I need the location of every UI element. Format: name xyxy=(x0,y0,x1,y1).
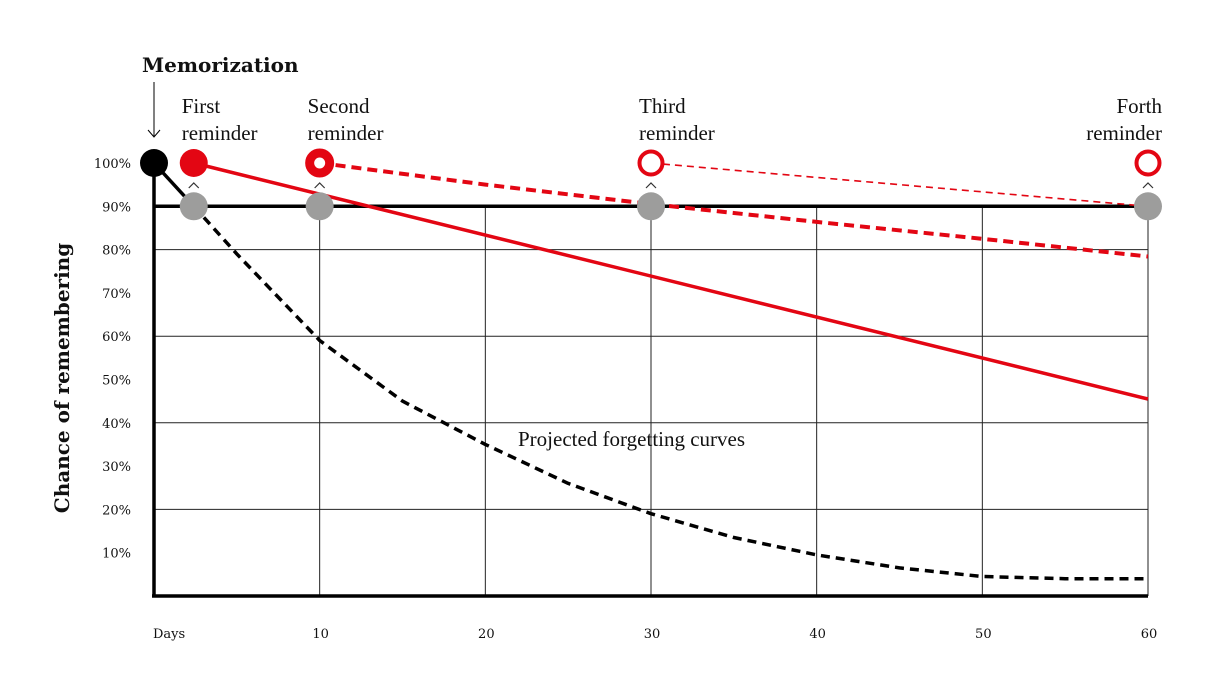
memorization-label: Memorization xyxy=(142,53,299,77)
x-tick-label: 60 xyxy=(1141,627,1158,642)
x-tick-label: 50 xyxy=(975,627,992,642)
reminder-baseline-point xyxy=(637,192,665,221)
x-tick-label: 30 xyxy=(644,627,661,642)
reminder-baseline-point xyxy=(179,192,208,221)
reminder-point xyxy=(637,149,665,177)
y-tick-label: 50% xyxy=(102,374,131,389)
series-line-thin-dashed-red xyxy=(650,162,1149,208)
series-line-dashed-black xyxy=(192,205,1148,581)
reminder-baseline-point xyxy=(305,192,334,221)
reminder-label: First xyxy=(182,94,221,118)
reminder-point xyxy=(1134,149,1162,177)
caret-up-icon xyxy=(1142,182,1154,189)
reminder-label: reminder xyxy=(639,121,715,145)
reminder-label: reminder xyxy=(308,121,384,145)
memorization-point xyxy=(140,149,168,177)
y-tick-label: 80% xyxy=(102,244,131,259)
series-line-dashed-red xyxy=(319,161,1149,259)
x-tick-label: 10 xyxy=(312,627,329,642)
series-line-solid-red xyxy=(193,161,1149,401)
annotation: Projected forgetting curves xyxy=(518,427,745,451)
y-tick-label: 70% xyxy=(102,287,131,302)
x-tick-label: Days xyxy=(153,627,185,642)
y-tick-label: 100% xyxy=(94,157,131,172)
axes: 100% 90% 80% 70% 60% 50% 40% 30% 20% 10% Days 10 20 3… xyxy=(94,157,1157,642)
y-axis-label: Chance of remembering xyxy=(50,243,74,513)
reminder-label: Third xyxy=(639,94,686,118)
reminder-point xyxy=(305,148,335,178)
caret-up-icon xyxy=(314,182,326,189)
y-tick-label: 10% xyxy=(102,547,131,562)
y-tick-label: 30% xyxy=(102,460,131,475)
y-tick-label: 90% xyxy=(102,200,131,215)
reminder-label: Forth xyxy=(1116,94,1162,118)
y-tick-label: 40% xyxy=(102,417,131,432)
markers xyxy=(140,82,1162,221)
grid xyxy=(154,204,1149,596)
arrow-head-icon xyxy=(147,129,161,138)
x-tick-label: 20 xyxy=(478,627,495,642)
y-tick-label: 20% xyxy=(102,503,131,518)
caret-up-icon xyxy=(645,182,657,189)
y-tick-label: 60% xyxy=(102,330,131,345)
labels: First reminder Second reminder Third reminder… xyxy=(182,94,1163,145)
caret-up-icon xyxy=(188,182,200,189)
reminder-label: reminder xyxy=(1086,121,1162,145)
x-tick-label: 40 xyxy=(809,627,826,642)
reminder-label: reminder xyxy=(182,121,258,145)
reminder-label: Second xyxy=(308,94,370,118)
reminder-baseline-point xyxy=(1134,192,1162,221)
reminder-point xyxy=(179,149,208,177)
